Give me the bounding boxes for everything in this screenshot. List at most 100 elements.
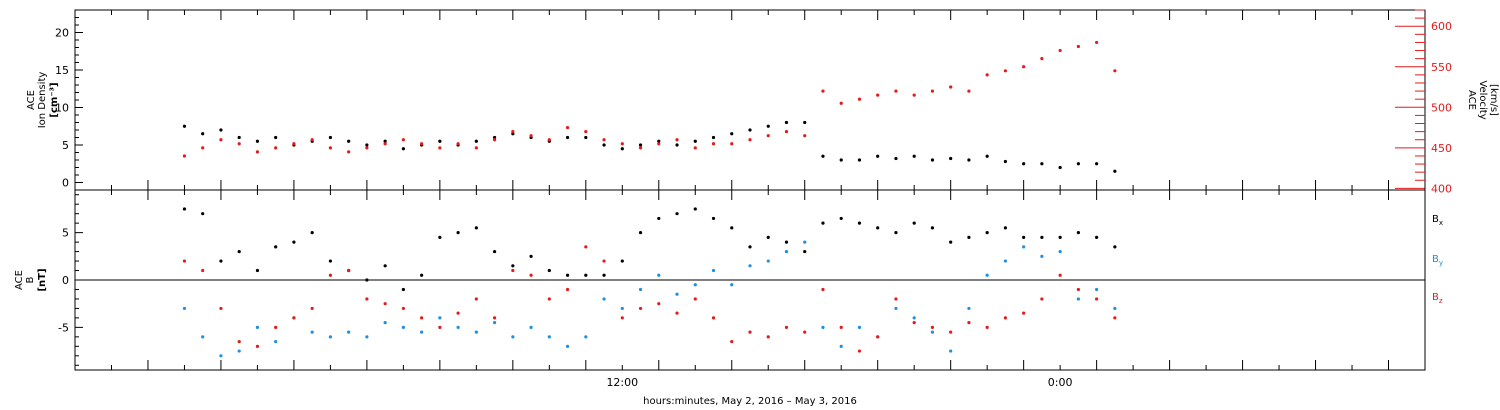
by-point: [547, 335, 551, 339]
bz-point: [219, 306, 223, 311]
velocity-point: [839, 101, 843, 105]
by-point: [365, 335, 369, 339]
bx-point: [730, 226, 734, 230]
ion-density-point: [985, 154, 989, 158]
by-point: [1076, 297, 1080, 301]
top-left-tick-label: 20: [55, 27, 69, 40]
top-left-ylabel-line2: Ion Density: [37, 72, 48, 129]
bz-point: [1058, 273, 1062, 277]
ion-density-point: [201, 132, 205, 136]
bx-point: [365, 278, 369, 282]
bz-point: [620, 316, 624, 320]
bz-point: [274, 325, 278, 329]
bz-point: [365, 297, 369, 301]
velocity-point: [547, 138, 551, 142]
ion-density-point: [474, 139, 478, 143]
bx-point: [584, 273, 588, 277]
by-point: [456, 325, 460, 329]
bx-point: [1003, 226, 1008, 230]
bx-point: [1076, 231, 1080, 235]
ion-density-point: [766, 124, 770, 128]
ion-density-point: [1095, 162, 1099, 166]
ion-density-point: [365, 143, 369, 147]
velocity-point: [383, 142, 387, 146]
bx-point: [438, 235, 442, 239]
velocity-point: [803, 134, 807, 138]
bz-point: [547, 297, 551, 301]
ion-density-point: [219, 128, 223, 132]
velocity-point: [985, 73, 989, 77]
legend: Bx By Bz: [1432, 214, 1443, 305]
bx-point: [456, 231, 460, 235]
bz-point: [237, 339, 241, 344]
top-left-tick-label: 0: [62, 177, 69, 190]
bz-point: [565, 287, 570, 292]
bx-point: [657, 216, 661, 221]
bx-point: [237, 249, 241, 254]
bx-point: [511, 264, 515, 268]
by-point: [1095, 287, 1099, 292]
by-point: [930, 330, 935, 334]
ion-density-point: [620, 147, 624, 151]
bx-point: [949, 240, 953, 244]
bottom-left-axis: -5 0 5: [58, 194, 83, 366]
ion-density-point: [638, 143, 643, 147]
bx-point: [1022, 235, 1026, 239]
velocity-point: [711, 142, 716, 146]
velocity-point: [620, 142, 624, 146]
bz-point: [675, 311, 679, 315]
ion-density-point: [657, 139, 661, 143]
ion-density-point: [584, 135, 588, 140]
x-axis-title: hours:minutes, May 2, 2016 – May 3, 2016: [643, 396, 857, 407]
by-point: [894, 306, 898, 311]
ion-density-point: [912, 154, 916, 158]
top-right-tick-label: 500: [1431, 101, 1452, 114]
bx-point: [912, 221, 916, 225]
bx-point: [328, 259, 333, 263]
by-point: [857, 325, 862, 329]
ion-density-point: [675, 143, 679, 147]
bx-point: [602, 273, 606, 277]
bx-point: [255, 268, 260, 273]
ion-density-point: [274, 135, 278, 140]
bx-point: [219, 259, 223, 263]
velocity-point: [565, 125, 570, 130]
bx-point: [930, 226, 935, 230]
velocity-point: [766, 134, 770, 138]
top-left-tick-label: 10: [55, 102, 69, 115]
ion-density-point: [748, 128, 752, 132]
by-point: [584, 335, 588, 339]
ion-density-point: [894, 156, 898, 161]
bz-point: [638, 306, 643, 311]
ion-density-point: [857, 158, 862, 162]
bz-point: [474, 297, 478, 301]
by-point: [602, 297, 606, 301]
bx-point: [821, 221, 825, 225]
by-point: [1040, 254, 1044, 258]
bx-point: [529, 254, 533, 258]
by-point: [1113, 306, 1117, 311]
velocity-point: [274, 146, 278, 150]
top-right-tick-label: 400: [1431, 182, 1452, 195]
bx-point: [839, 216, 843, 221]
bx-point: [1113, 245, 1117, 249]
ion-density-point: [711, 135, 716, 140]
ion-density-point: [876, 154, 880, 158]
bz-point: [310, 306, 314, 311]
velocity-point: [784, 130, 789, 134]
top-right-axis: 400 450 500 550 600: [1395, 9, 1452, 195]
velocity-point: [347, 150, 351, 154]
bx-point: [693, 207, 697, 211]
bx-point: [310, 231, 314, 235]
x-tick-label: 0:00: [1048, 376, 1073, 389]
by-point: [912, 316, 916, 320]
bz-point: [255, 344, 260, 348]
by-point: [383, 321, 387, 325]
by-point: [1058, 249, 1062, 254]
top-right-tick-label: 600: [1431, 20, 1452, 33]
velocity-point: [967, 89, 971, 93]
bz-point: [347, 268, 351, 273]
velocity-point: [237, 142, 241, 146]
ion-density-point: [492, 135, 497, 140]
bz-point: [967, 321, 971, 325]
